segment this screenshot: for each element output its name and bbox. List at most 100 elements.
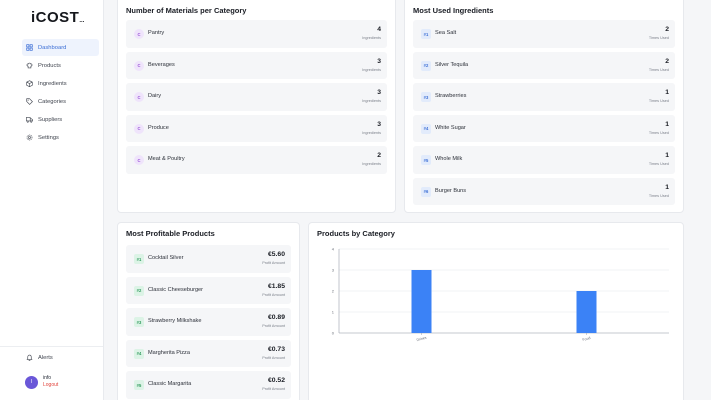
item-sub-label: Ingredients <box>362 67 381 72</box>
sidebar-item-settings[interactable]: Settings <box>22 129 99 146</box>
item-label: Whole Milk <box>435 156 463 162</box>
list-item: #3 Strawberries 1 Times Used <box>413 83 675 111</box>
chart-bar <box>576 291 597 333</box>
tag-icon <box>26 98 33 105</box>
item-value: 3 <box>377 120 381 128</box>
item-label: White Sugar <box>435 124 466 131</box>
item-sub-label: Profit Amount <box>262 261 285 265</box>
products-by-category-chart: 0 1 2 3 4 Drinks Food <box>332 247 669 343</box>
chef-hat-icon <box>26 62 33 69</box>
item-label: Beverages <box>148 61 175 68</box>
profitable-card-title: Most Profitable Products <box>126 229 215 238</box>
materials-list: C Pantry 4 Ingredients C Beverages 3 Ingredient… <box>126 20 387 178</box>
rank-badge: #1 <box>134 254 144 264</box>
rank-badge: #2 <box>134 285 144 296</box>
avatar[interactable]: I <box>25 375 38 389</box>
item-value: 1 <box>665 183 669 191</box>
item-label: Classic Margarita <box>148 381 192 387</box>
item-value: €0.52 <box>267 377 285 384</box>
ingredients-card-title: Most Used Ingredients <box>413 6 494 15</box>
item-sub-label: Profit Amount <box>262 355 285 360</box>
materials-card-title: Number of Materials per Category <box>126 6 247 15</box>
chart-card: Products by Category 0 1 2 3 4 Drinks Food <box>308 222 684 400</box>
sidebar-nav: Dashboard Products Ingredients Categorie… <box>22 39 99 147</box>
item-sub-label: Ingredients <box>362 162 381 166</box>
sidebar-item-dashboard[interactable]: Dashboard <box>22 39 99 56</box>
sidebar-item-categories[interactable]: Categories <box>22 93 99 110</box>
x-tick-label: Drinks <box>416 336 427 343</box>
y-tick-label: 2 <box>332 289 335 294</box>
item-value: 2 <box>665 57 669 65</box>
rank-badge: #5 <box>134 380 144 390</box>
alerts-link[interactable]: Alerts <box>26 354 53 361</box>
item-sub-label: Profit Amount <box>262 324 285 328</box>
y-tick-label: 1 <box>332 310 335 315</box>
box-icon <box>26 80 33 87</box>
item-label: Classic Cheeseburger <box>148 286 204 293</box>
item-label: Margherita Pizza <box>148 349 190 356</box>
item-label: Meat & Poultry <box>148 156 185 162</box>
item-label: Strawberry Milkshake <box>148 318 202 324</box>
alerts-label: Alerts <box>38 354 53 361</box>
item-sub-label: Times Used <box>648 162 669 166</box>
y-tick-label: 4 <box>332 247 335 252</box>
item-sub-label: Times Used <box>648 99 669 103</box>
list-item: #3 Strawberry Milkshake €0.89 Profit Amount <box>126 308 291 336</box>
item-sub-label: Times Used <box>648 193 669 198</box>
list-item: #1 Sea Salt 2 Times Used <box>413 20 675 48</box>
item-value: 1 <box>665 152 669 159</box>
sidebar-item-label: Categories <box>38 98 67 105</box>
sidebar-item-label: Products <box>38 62 61 69</box>
sidebar-item-products[interactable]: Products <box>22 57 99 74</box>
dashboard-icon <box>26 44 33 51</box>
rank-badge: #5 <box>421 155 431 165</box>
chart-card-title: Products by Category <box>317 229 395 238</box>
list-item: #4 White Sugar 1 Times Used <box>413 114 675 142</box>
user-name: info <box>43 375 52 381</box>
item-label: Pantry <box>148 30 165 36</box>
rank-badge: #4 <box>421 123 431 134</box>
list-item: #2 Silver Tequila 2 Times Used <box>413 51 675 79</box>
rank-badge: #1 <box>421 29 431 39</box>
y-tick-label: 0 <box>332 331 335 336</box>
sidebar: iCOST... Dashboard Products Ingredients … <box>0 0 104 400</box>
rank-badge: C <box>134 60 144 71</box>
rank-badge: #3 <box>134 317 144 327</box>
gear-icon <box>26 134 33 141</box>
app-logo[interactable]: iCOST... <box>31 9 85 26</box>
item-sub-label: Profit Amount <box>262 292 285 297</box>
item-sub-label: Times Used <box>648 67 669 72</box>
list-item: C Beverages 3 Ingredients <box>126 51 387 79</box>
item-sub-label: Profit Amount <box>262 387 285 391</box>
item-value: 3 <box>377 89 381 96</box>
sidebar-item-ingredients[interactable]: Ingredients <box>22 75 99 92</box>
sidebar-item-label: Dashboard <box>38 44 67 51</box>
item-label: Strawberries <box>435 93 467 99</box>
item-value: 3 <box>377 57 381 65</box>
list-item: C Meat & Poultry 2 Ingredients <box>126 146 387 174</box>
user-profile: I info Logout <box>25 375 58 389</box>
logout-link[interactable]: Logout <box>43 382 59 388</box>
item-label: Silver Tequila <box>435 61 469 68</box>
rank-badge: C <box>134 155 144 165</box>
list-item: #5 Whole Milk 1 Times Used <box>413 146 675 174</box>
bell-icon <box>26 354 33 361</box>
profitable-card: Most Profitable Products #1 Cocktail Silv… <box>117 222 300 400</box>
list-item: #6 Burger Buns 1 Times Used <box>413 177 675 205</box>
item-value: 4 <box>377 26 381 33</box>
item-value: €0.89 <box>267 314 285 321</box>
ingredients-list: #1 Sea Salt 2 Times Used #2 Silver Tequila 2 Ti… <box>413 20 675 209</box>
y-tick-label: 3 <box>332 268 335 273</box>
sidebar-item-suppliers[interactable]: Suppliers <box>22 111 99 128</box>
item-value: €5.60 <box>267 251 285 258</box>
rank-badge: #3 <box>421 92 431 102</box>
x-tick-label: Food <box>582 336 591 342</box>
rank-badge: #2 <box>421 60 431 71</box>
item-value: 2 <box>377 152 381 159</box>
sidebar-divider <box>0 346 103 347</box>
item-label: Sea Salt <box>435 30 457 36</box>
item-sub-label: Ingredients <box>362 99 381 103</box>
item-value: 1 <box>665 120 669 128</box>
item-sub-label: Times Used <box>648 36 669 40</box>
materials-card: Number of Materials per Category C Pantry… <box>117 0 396 213</box>
